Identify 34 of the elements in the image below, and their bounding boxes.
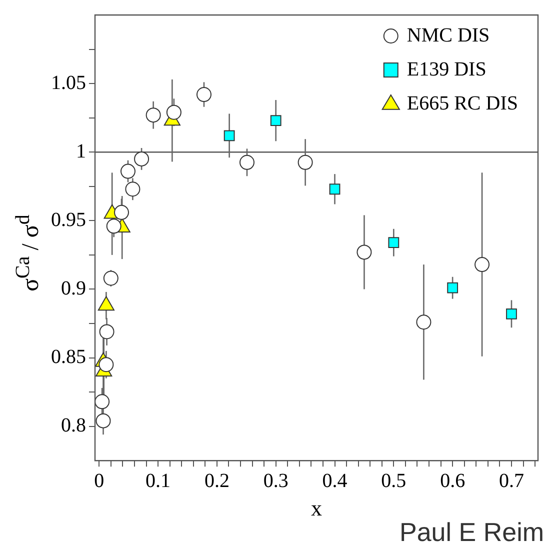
point (166, 104, 182, 120)
y-tick-label: 0.9 (61, 277, 86, 300)
x-tick-label: 0.2 (204, 470, 230, 492)
text: Paul E Reim (400, 517, 544, 548)
point (447, 282, 458, 294)
x-tick-label: 0.7 (498, 470, 524, 492)
point (98, 357, 114, 372)
x-tick-label: 0.1 (146, 470, 171, 492)
point (103, 270, 118, 286)
x-tick-label: 0.4 (322, 470, 348, 492)
point (99, 324, 114, 340)
legend-label: NMC DIS (406, 24, 490, 46)
x-tick-label: 0 (94, 470, 104, 492)
x-tick-label: 0.5 (381, 470, 406, 492)
y-tick-label: 0.85 (51, 346, 86, 368)
point (95, 394, 110, 410)
x-tick-label: 0.3 (263, 470, 288, 492)
point (120, 164, 136, 179)
legend-label: E139 DIS (406, 58, 486, 80)
x-tick-label: 0.6 (440, 470, 466, 492)
y-tick-label: 0.95 (51, 208, 86, 231)
x-axis-title: x (311, 496, 322, 521)
y-tick-label: 1.05 (51, 72, 86, 94)
y-tick-label: 0.8 (61, 414, 86, 437)
point (114, 204, 130, 220)
point (329, 184, 340, 195)
y-tick-label: 1 (76, 140, 86, 162)
point (239, 154, 254, 170)
point (506, 308, 517, 320)
point (270, 115, 282, 126)
legend-label: E665 RC DIS (406, 92, 518, 114)
point (106, 218, 122, 234)
point (388, 237, 400, 248)
point (224, 130, 235, 142)
